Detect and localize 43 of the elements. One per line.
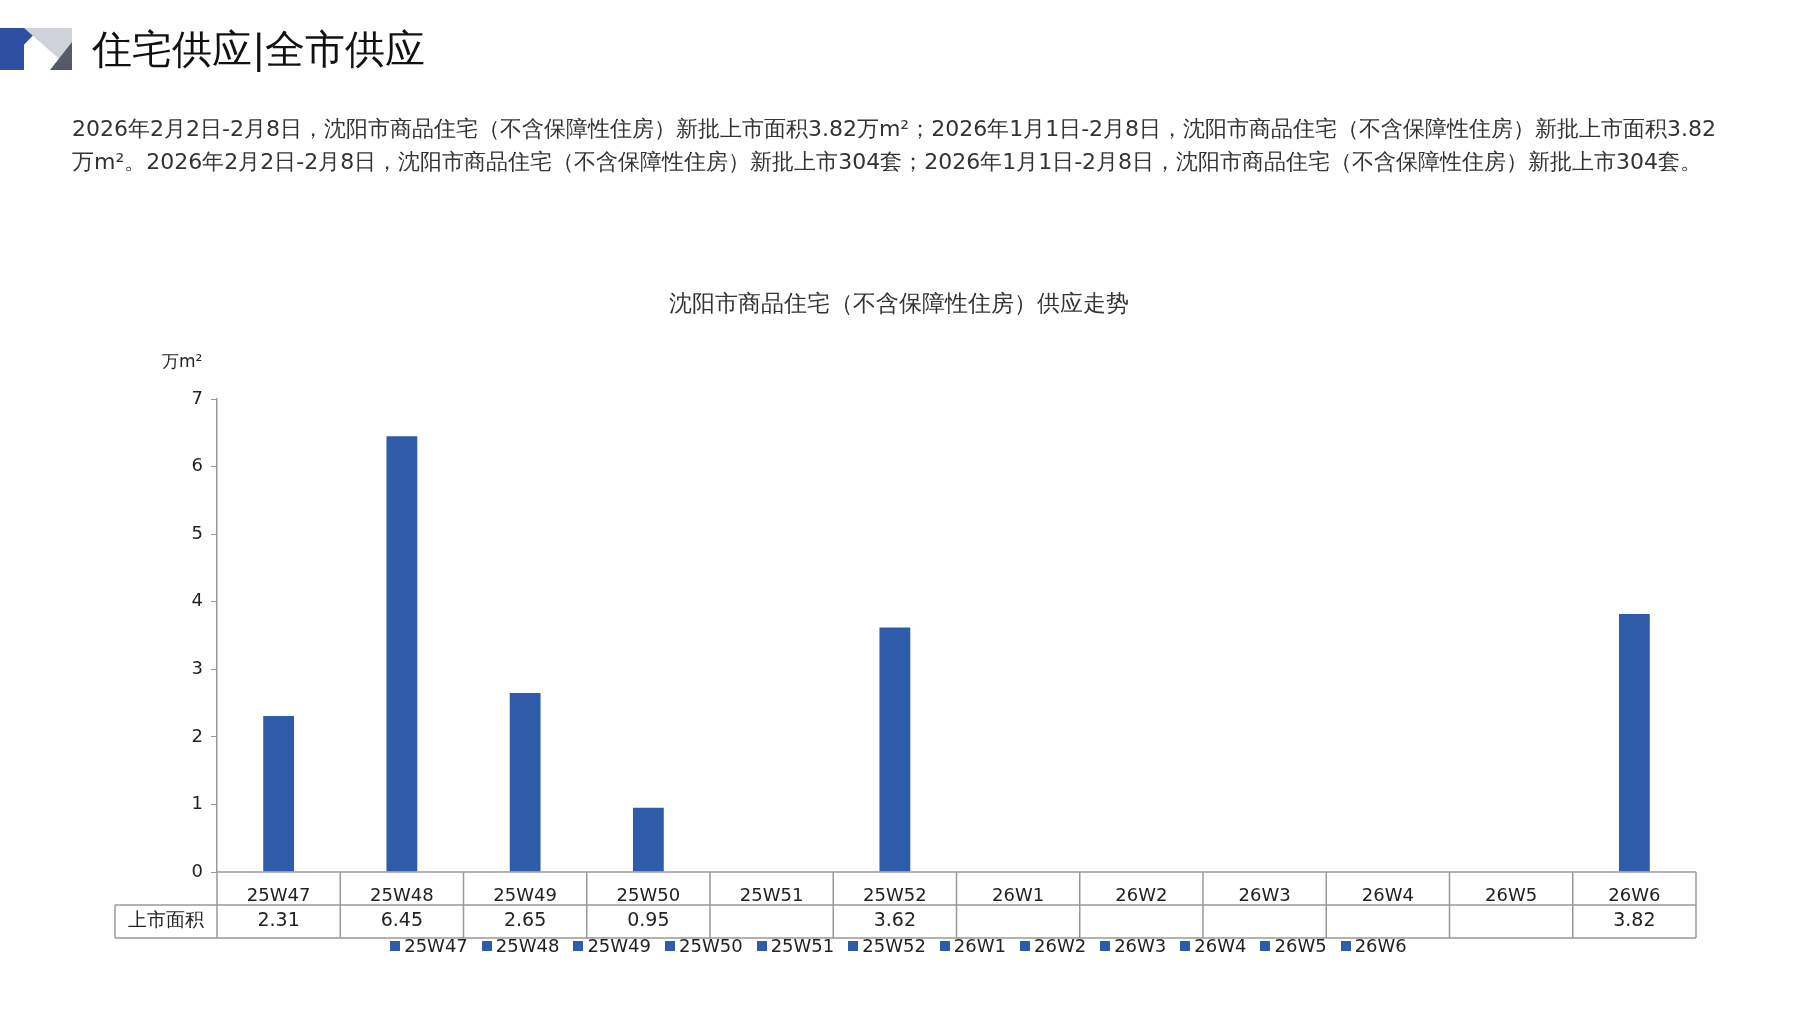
y-tick-label: 5 [191, 521, 203, 543]
x-tick-label: 26W5 [1485, 884, 1538, 906]
x-tick-label: 25W51 [739, 884, 804, 906]
y-tick-label: 2 [191, 724, 203, 746]
data-label: 3.62 [873, 908, 917, 931]
category-label: 25W52 [862, 935, 926, 956]
category-label: 26W1 [953, 935, 1007, 956]
x-tick-label: 26W3 [1238, 884, 1291, 906]
data-label: 6.45 [380, 908, 424, 931]
x-tick-label: 25W49 [493, 884, 557, 906]
x-tick-label: 25W47 [246, 884, 311, 906]
x-tick-label: 26W6 [1608, 884, 1661, 906]
x-tick-label: 25W50 [616, 884, 681, 906]
category-label: 25W49 [587, 935, 652, 956]
x-tick-label: 26W4 [1361, 884, 1414, 906]
data-label: 2.31 [257, 908, 300, 931]
category-label: 25W47 [404, 935, 468, 956]
data-label: 0.95 [627, 908, 670, 931]
category-label: 26W3 [1114, 935, 1167, 956]
text: 上市面积 [128, 908, 204, 931]
data-label: 2.65 [503, 908, 547, 931]
category-label: 25W48 [495, 935, 560, 956]
y-tick-label: 1 [191, 792, 203, 814]
text: 住宅供应|全市供应 [92, 25, 426, 74]
data-label: 3.82 [1613, 908, 1656, 931]
y-tick-label: 0 [191, 859, 203, 881]
category-label: 26W6 [1354, 935, 1407, 956]
category-label: 25W51 [770, 935, 835, 956]
x-tick-label: 26W2 [1115, 884, 1168, 906]
text: 2026年2月2日-2月8日，沈阳市商品住宅（不含保障性住房）新批上市面积3.82万m²；2026年1月1日-2月8日，沈阳市商品住宅（不含保障性住房）新批上市面积3.82万m²。2026年2月2日-2月8日，沈阳市商品住宅（不含保障性住房）新批上市304套；2026年1月1日-2月8日，沈阳市商品住宅（不含保障性住房）新批上市304套。 [72, 115, 1718, 176]
category-label: 26W2 [1034, 935, 1087, 956]
category-label: 25W50 [679, 935, 743, 956]
y-tick-label: 4 [191, 589, 203, 611]
y-tick-label: 6 [191, 454, 203, 476]
x-tick-label: 25W52 [863, 884, 927, 906]
y-axis-title: 万m² [162, 350, 203, 373]
category-label: 26W4 [1194, 935, 1247, 956]
x-tick-label: 26W1 [992, 884, 1045, 906]
category-label: 26W5 [1274, 935, 1327, 956]
x-tick-label: 25W48 [370, 884, 434, 906]
y-tick-label: 3 [191, 656, 203, 678]
chart-title: 沈阳市商品住宅（不含保障性住房）供应走势 [667, 289, 1130, 318]
y-tick-label: 7 [191, 386, 203, 408]
